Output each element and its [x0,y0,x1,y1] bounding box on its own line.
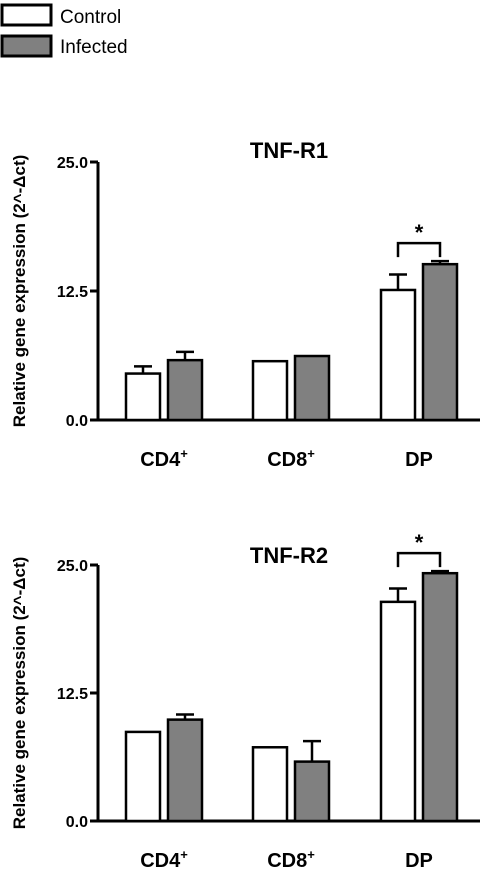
y-tick-label: 12.5 [57,284,88,301]
significance-star: * [415,530,424,555]
bar-infected-dp [421,571,459,823]
x-tick-label: CD8+ [267,847,315,871]
legend-swatch-control [0,3,53,27]
bar-control-cd4 [124,372,162,422]
chart-tnf-r2: TNF-R2 Relative gene expression (2^-Δct) 0… [10,530,480,871]
bar-infected-dp [421,262,459,422]
y-tick-label: 25.0 [57,558,88,575]
legend: Control Infected [0,3,128,58]
x-tick-label: CD8+ [267,446,315,471]
y-axis-label: Relative gene expression (2^-Δct) [10,557,29,830]
y-axis-label: Relative gene expression (2^-Δct) [10,155,29,428]
y-tick-label: 0.0 [66,413,88,430]
y-tick-label: 0.0 [66,814,88,831]
chart-title: TNF-R1 [250,138,328,163]
bar-infected-cd4 [166,358,204,422]
significance-bracket [396,241,442,258]
legend-item-infected: Infected [0,34,128,58]
bar-control-cd8 [251,359,289,422]
significance-bracket [396,551,442,568]
bar-control-cd4 [124,730,162,823]
legend-swatch-infected [0,34,53,58]
legend-label-infected: Infected [60,37,128,58]
chart-tnf-r1: TNF-R1 Relative gene expression (2^-Δct) 0… [10,138,480,471]
legend-label-control: Control [60,7,121,28]
x-tick-label: DP [405,449,433,471]
x-tick-label: DP [405,850,433,871]
bar-infected-cd4 [166,718,204,823]
y-tick-label: 25.0 [57,155,88,172]
bar-control-dp [379,600,417,823]
bar-control-cd8 [251,746,289,823]
x-tick-label: CD4+ [140,446,188,471]
bar-infected-cd8 [293,354,331,422]
bar-control-dp [379,288,417,422]
bar-infected-cd8 [293,760,331,823]
chart-title: TNF-R2 [250,543,328,568]
significance-star: * [415,220,424,245]
y-tick-label: 12.5 [57,686,88,703]
legend-item-control: Control [0,3,121,28]
x-tick-label: CD4+ [140,847,188,871]
